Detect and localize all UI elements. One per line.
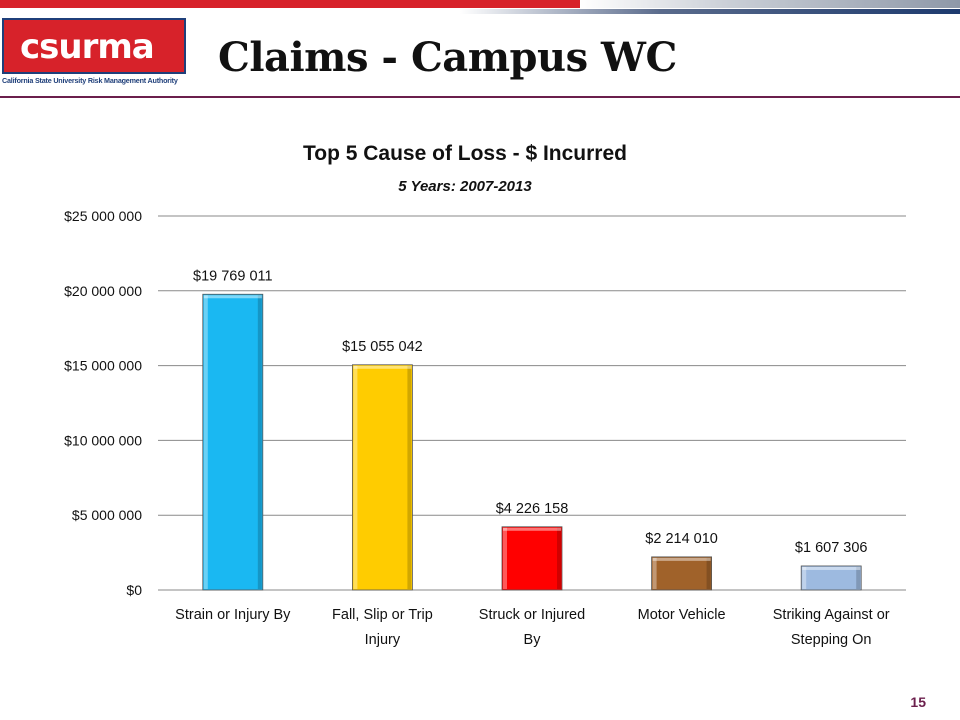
bar-top-bevel <box>802 566 861 570</box>
y-axis-labels: $0 $5 000 000 $10 000 000 $15 000 000 $20 00… <box>64 208 142 598</box>
bar-top-bevel <box>652 557 711 561</box>
page-number: 15 <box>910 694 926 710</box>
csurma-logo: csurma California State University Risk … <box>2 18 186 90</box>
bar-highlight <box>503 527 507 589</box>
bar-highlight <box>802 566 807 589</box>
bar <box>351 364 413 591</box>
y-tick-label: $5 000 000 <box>72 507 142 523</box>
bar <box>202 293 264 591</box>
x-category-label: By <box>524 632 542 648</box>
bar-shadow <box>856 566 861 589</box>
data-label: $15 055 042 <box>342 339 423 355</box>
chart-bars <box>202 293 862 591</box>
x-axis-labels: Strain or Injury By Fall, Slip or Trip Inj… <box>175 607 890 648</box>
bar-shadow <box>257 295 262 589</box>
y-tick-label: $0 <box>126 582 142 598</box>
bar-shadow <box>407 365 412 589</box>
data-label: $1 607 306 <box>795 540 868 556</box>
x-category-label: Fall, Slip or Trip <box>332 607 433 623</box>
x-category-label: Stepping On <box>791 632 872 648</box>
data-label: $19 769 011 <box>193 268 273 284</box>
bar-top-bevel <box>203 295 262 299</box>
bar-top-bevel <box>353 365 412 369</box>
bar-highlight <box>203 295 208 589</box>
bar <box>800 565 862 591</box>
top-accent-bar-red <box>0 0 580 8</box>
chart-subtitle: 5 Years: 2007-2013 <box>398 178 532 195</box>
bar-top-bevel <box>503 527 561 531</box>
x-category-label: Motor Vehicle <box>638 607 726 623</box>
bar-body <box>351 364 413 591</box>
top-accent-bar-gray <box>580 0 960 8</box>
bar-shadow <box>706 557 711 589</box>
data-labels: $19 769 011 $15 055 042 $4 226 158 $2 214 0… <box>193 268 867 556</box>
bar-highlight <box>652 557 657 589</box>
bar <box>501 526 563 591</box>
x-category-label: Struck or Injured <box>479 607 585 623</box>
chart-title: Top 5 Cause of Loss - $ Incurred <box>302 142 627 165</box>
x-category-label: Injury <box>365 632 401 648</box>
x-category-label: Strain or Injury By <box>175 607 291 623</box>
bar <box>651 556 712 591</box>
bar-body <box>501 526 563 591</box>
data-label: $2 214 010 <box>645 531 718 547</box>
top-accent-bar-navy <box>460 9 960 14</box>
logo-box: csurma <box>2 18 186 74</box>
bar-body <box>800 565 862 591</box>
y-tick-label: $25 000 000 <box>64 208 142 224</box>
x-category-label: Striking Against or <box>773 607 890 623</box>
bar-body <box>651 556 712 591</box>
slide-title: Claims - Campus WC <box>218 34 677 81</box>
y-tick-label: $20 000 000 <box>64 283 142 299</box>
logo-tagline: California State University Risk Managem… <box>2 76 178 85</box>
title-divider <box>0 96 960 98</box>
y-tick-label: $10 000 000 <box>64 432 142 448</box>
data-label: $4 226 158 <box>496 501 569 517</box>
bar-shadow <box>557 527 561 589</box>
logo-text: csurma <box>20 27 155 67</box>
y-tick-label: $15 000 000 <box>64 358 142 374</box>
chart-gridlines <box>158 215 906 591</box>
bar-highlight <box>353 365 358 589</box>
bar-body <box>202 293 264 591</box>
